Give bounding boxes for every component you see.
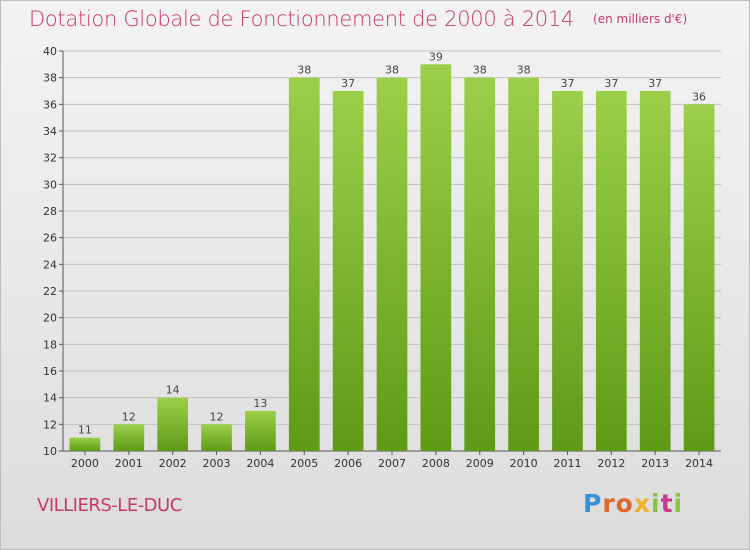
data-label: 12 bbox=[122, 410, 136, 423]
bar-2003 bbox=[201, 424, 232, 451]
x-tick-label: 2003 bbox=[203, 457, 231, 470]
data-label: 12 bbox=[210, 410, 224, 423]
x-tick-label: 2004 bbox=[246, 457, 274, 470]
bar-2012 bbox=[595, 91, 627, 451]
x-tick-label: 2002 bbox=[159, 457, 187, 470]
y-tick-label: 10 bbox=[43, 445, 57, 458]
bar-2001 bbox=[113, 424, 145, 451]
data-label: 37 bbox=[560, 77, 574, 90]
y-tick-label: 16 bbox=[43, 365, 57, 378]
x-tick-label: 2011 bbox=[553, 457, 581, 470]
x-tick-label: 2009 bbox=[466, 457, 494, 470]
bar-2013 bbox=[639, 91, 671, 451]
bar-2004 bbox=[245, 411, 276, 451]
x-tick-label: 2001 bbox=[115, 457, 143, 470]
bar-2009 bbox=[464, 77, 496, 452]
y-tick-label: 20 bbox=[43, 312, 57, 325]
data-label: 14 bbox=[166, 384, 180, 397]
data-label: 37 bbox=[648, 77, 662, 90]
x-tick-label: 2007 bbox=[378, 457, 406, 470]
bars bbox=[69, 64, 715, 452]
bar-2005 bbox=[288, 77, 320, 452]
bar-2014 bbox=[683, 104, 715, 451]
chart-title: Dotation Globale de Fonctionnement de 20… bbox=[29, 7, 574, 31]
chart-title-row: Dotation Globale de Fonctionnement de 20… bbox=[29, 7, 687, 31]
chart-unit: (en milliers d'€) bbox=[593, 12, 688, 26]
y-tick-label: 22 bbox=[43, 285, 57, 298]
y-tick-label: 12 bbox=[43, 418, 57, 431]
y-tick-label: 36 bbox=[43, 98, 57, 111]
x-tick-label: 2005 bbox=[290, 457, 318, 470]
x-tick-label: 2013 bbox=[641, 457, 669, 470]
y-tick-label: 38 bbox=[43, 72, 57, 85]
data-label: 37 bbox=[341, 77, 355, 90]
bar-2010 bbox=[508, 77, 539, 452]
x-tick-label: 2000 bbox=[71, 457, 99, 470]
x-tick-label: 2014 bbox=[685, 457, 713, 470]
bar-2007 bbox=[376, 77, 408, 452]
y-tick-label: 32 bbox=[43, 152, 57, 165]
y-tick-label: 18 bbox=[43, 338, 57, 351]
y-tick-label: 40 bbox=[43, 45, 57, 58]
y-tick-label: 30 bbox=[43, 178, 57, 191]
commune-name: VILLIERS-LE-DUC bbox=[37, 495, 182, 516]
bar-2002 bbox=[157, 397, 189, 451]
y-tick-label: 14 bbox=[43, 392, 57, 405]
data-label: 38 bbox=[297, 64, 311, 77]
bar-2008 bbox=[420, 64, 452, 452]
data-label: 38 bbox=[517, 64, 531, 77]
data-label: 39 bbox=[429, 50, 443, 63]
bar-2011 bbox=[552, 91, 583, 451]
x-tick-label: 2012 bbox=[597, 457, 625, 470]
x-tick-label: 2006 bbox=[334, 457, 362, 470]
data-label: 11 bbox=[78, 424, 92, 437]
y-tick-label: 26 bbox=[43, 232, 57, 245]
y-tick-label: 24 bbox=[43, 258, 57, 271]
y-tick-label: 28 bbox=[43, 205, 57, 218]
data-label: 13 bbox=[253, 397, 267, 410]
bar-2000 bbox=[69, 437, 101, 451]
data-label: 38 bbox=[473, 64, 487, 77]
data-label: 37 bbox=[604, 77, 618, 90]
x-tick-label: 2008 bbox=[422, 457, 450, 470]
x-tick-label: 2010 bbox=[510, 457, 538, 470]
bar-2006 bbox=[332, 91, 364, 451]
data-labels: 11 12 14 12 13 38 37 38 39 38 38 37 37 37 36 bbox=[78, 50, 706, 436]
data-label: 36 bbox=[692, 90, 706, 103]
y-tick-label: 34 bbox=[43, 125, 57, 138]
proxiti-logo: Proxiti bbox=[583, 489, 684, 518]
data-label: 38 bbox=[385, 64, 399, 77]
